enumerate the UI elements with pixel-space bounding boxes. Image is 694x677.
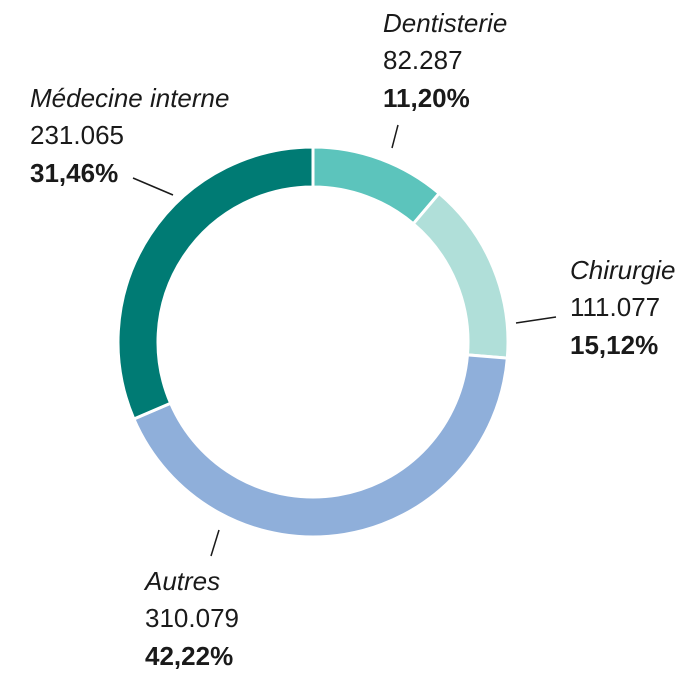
percent-label: 42,22% [145, 641, 233, 671]
count-label: 231.065 [30, 120, 124, 150]
donut-slice [411, 191, 510, 360]
category-label: Chirurgie [570, 255, 676, 285]
percent-label: 11,20% [383, 83, 470, 113]
leader-line [515, 316, 557, 324]
donut-slice [311, 145, 442, 226]
leader-line [391, 124, 399, 149]
category-label: Dentisterie [383, 8, 507, 38]
leader-line [210, 529, 220, 557]
donut-slice [116, 145, 315, 421]
leader-line [132, 177, 174, 196]
percent-label: 15,12% [570, 330, 658, 360]
count-label: 111.077 [570, 292, 660, 322]
category-label: Médecine interne [30, 83, 229, 113]
donut-slice [131, 353, 509, 539]
category-label: Autres [143, 566, 220, 596]
percent-label: 31,46% [30, 158, 118, 188]
count-label: 310.079 [145, 603, 239, 633]
count-label: 82.287 [383, 45, 463, 75]
